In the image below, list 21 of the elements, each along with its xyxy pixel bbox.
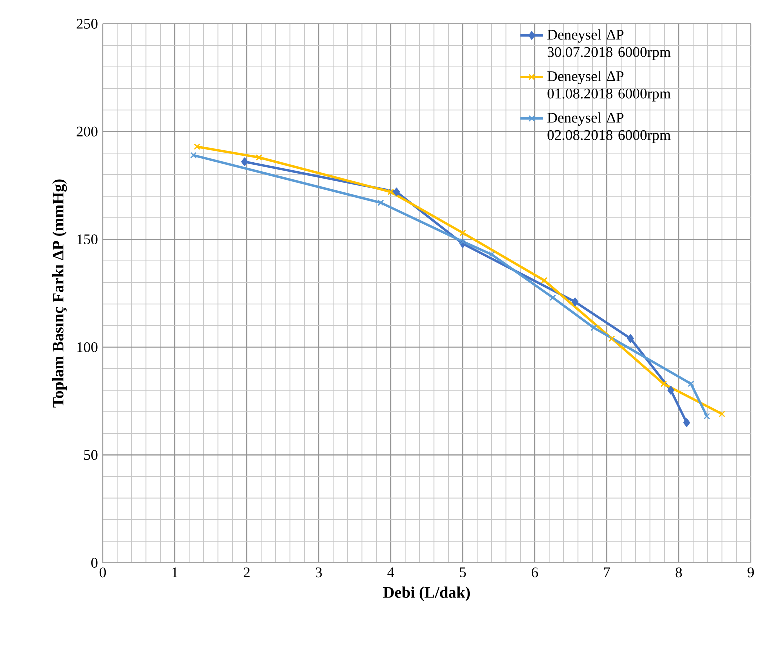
legend-label: Deneysel ΔP 02.08.2018 6000rpm xyxy=(548,112,671,144)
y-tick-label: 50 xyxy=(84,450,98,460)
y-axis-title: Toplam Basınç Farkı ΔP (mmHg) xyxy=(52,180,68,408)
x-tick-label: 2 xyxy=(244,568,250,578)
x-tick-label: 5 xyxy=(460,568,466,578)
x-tick-label: 3 xyxy=(316,568,322,578)
legend-label: Deneysel ΔP 01.08.2018 6000rpm xyxy=(548,71,671,102)
x-tick-label: 4 xyxy=(388,568,394,578)
x-tick-label: 0 xyxy=(100,568,106,578)
y-tick-label: 150 xyxy=(78,234,98,245)
x-tick-label: 7 xyxy=(604,568,610,578)
x-tick-label: 1 xyxy=(172,568,178,578)
x-tick-label: 6 xyxy=(532,568,538,578)
y-tick-label: 100 xyxy=(78,342,98,352)
y-tick-label: 250 xyxy=(76,19,98,29)
y-tick-label: 0 xyxy=(92,558,98,568)
x-axis-title: Debi (L/dak) xyxy=(383,586,470,602)
y-tick-label: 200 xyxy=(76,126,98,137)
x-tick-label: 8 xyxy=(676,568,682,578)
legend-label: Deneysel ΔP 30.07.2018 6000rpm xyxy=(548,30,671,60)
x-tick-label: 9 xyxy=(748,568,754,578)
